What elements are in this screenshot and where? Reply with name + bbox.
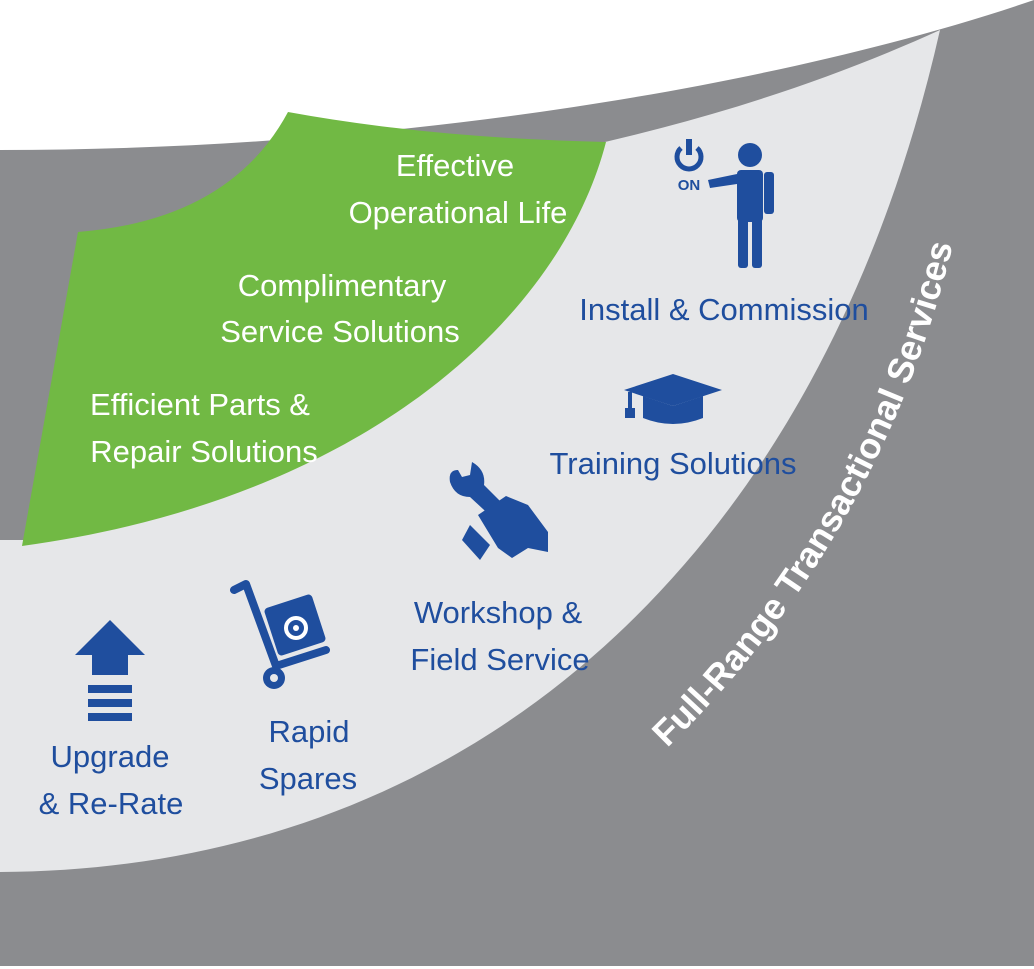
service-label-line: Field Service [410,642,589,677]
service-workshop-field: Workshop & Field Service [410,595,589,677]
core-item-efficient-parts: Efficient Parts & Repair Solutions [90,387,318,469]
wrench-hand-icon [449,462,548,560]
service-label-line: Upgrade [51,739,170,774]
core-label-line: Effective [396,148,514,183]
middle-band [0,30,940,872]
service-rapid-spares: Rapid Spares [259,714,357,796]
service-label-line: Spares [259,761,357,796]
graduation-cap-icon [624,374,722,424]
service-install-commission: Install & Commission [579,292,868,327]
core-label-line: Service Solutions [220,314,460,349]
service-training-solutions: Training Solutions [550,446,797,481]
service-upgrade-rerate: Upgrade & Re-Rate [39,739,184,821]
service-label-line: Training Solutions [550,446,797,481]
core-label-line: Operational Life [349,195,568,230]
service-label-line: Workshop & [414,595,583,630]
person-power-on-icon: ON [674,139,774,268]
hand-truck-icon [230,580,330,689]
core-label-line: Efficient Parts & [90,387,310,422]
core-item-complimentary-service: Complimentary Service Solutions [220,268,460,349]
core-label-line: Repair Solutions [90,434,317,469]
icon-on-text: ON [678,177,701,194]
core-region [22,112,606,546]
core-item-effective-operational-life: Effective Operational Life [349,148,568,230]
upgrade-arrow-icon [75,620,145,721]
service-label-line: Install & Commission [579,292,868,327]
service-label-line: & Re-Rate [39,786,184,821]
core-label-line: Complimentary [238,268,447,303]
service-label-line: Rapid [269,714,350,749]
